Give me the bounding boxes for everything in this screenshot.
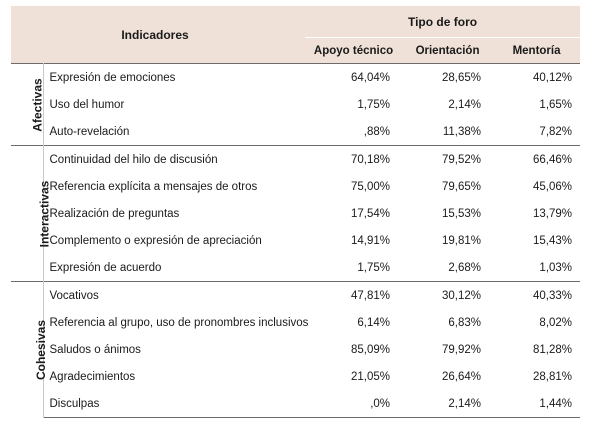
value-mentoria: 40,33% [493,281,581,309]
value-orientacion: 30,12% [402,281,494,309]
group-cohesivas: Cohesivas Vocativos 47,81% 30,12% 40,33%… [11,281,581,418]
indicator-label: Disculpas [43,390,306,418]
forum-indicators-table: Indicadores Tipo de foro Apoyo técnico O… [11,6,581,418]
value-apoyo-tecnico: 6,14% [357,316,391,329]
table-row: Expresión de acuerdo 1,75% 2,68% 1,03% [11,254,580,282]
table-row: Disculpas ,0% 2,14% 1,44% [11,390,581,418]
indicator-label: Saludos o ánimos [49,343,141,356]
value-orientacion: 26,64% [442,370,482,383]
value-apoyo-tecnico: 14,91% [351,234,391,247]
table-row: Uso del humor 1,75% 2,14% 1,65% [11,91,580,118]
value-orientacion: 79,92% [442,343,482,356]
value-mentoria: 8,02% [539,316,573,329]
table-header: Indicadores Tipo de foro Apoyo técnico O… [11,6,581,64]
value-orientacion: 19,81% [442,234,482,247]
value-mentoria: 1,65% [539,98,573,111]
indicator-label: Referencia explícita a mensajes de otros [49,180,258,193]
indicator-label: Continuidad del hilo de discusión [43,145,306,173]
indicator-label: Realización de preguntas [49,207,180,220]
value-apoyo-tecnico: ,0% [305,390,403,418]
value-mentoria: 1,03% [539,261,573,274]
indicator-label: Agradecimientos [49,370,136,383]
value-orientacion: 28,65% [402,63,494,91]
indicator-label: Expresión de acuerdo [49,261,162,274]
value-apoyo-tecnico: 1,75% [357,98,391,111]
indicator-label: Vocativos [43,281,306,309]
value-mentoria: 13,79% [533,207,573,220]
value-orientacion: 79,65% [442,180,482,193]
indicator-label: Uso del humor [49,98,125,111]
value-orientacion: 2,14% [402,390,494,418]
value-orientacion: 11,38% [442,125,482,138]
group-label: Afectivas [30,77,45,132]
table-row: Realización de preguntas 17,54% 15,53% 1… [11,200,580,227]
value-mentoria: 40,12% [493,63,581,91]
group-label: Interactivas [37,180,52,247]
table-row: Referencia explícita a mensajes de otros… [11,173,580,200]
value-apoyo-tecnico: 75,00% [351,180,391,193]
table-row: Afectivas Expresión de emociones 64,04% … [11,63,581,146]
indicator-label: Expresión de emociones [43,63,306,91]
header-forum-type: Tipo de foro [305,6,581,38]
value-orientacion: 2,68% [448,261,482,274]
table-row: Saludos o ánimos 85,09% 79,92% 81,28% [11,336,580,363]
value-apoyo-tecnico: 70,18% [305,145,403,173]
group-label-cell: Cohesivas [11,281,48,418]
header-col-orientacion: Orientación [402,37,494,64]
table-row: Cohesivas Vocativos 47,81% 30,12% 40,33% [11,281,581,418]
table-row: Interactivas Continuidad del hilo de dis… [11,145,581,282]
value-mentoria: 81,28% [533,343,573,356]
value-apoyo-tecnico: 64,04% [305,63,403,91]
header-col-apoyo-tecnico: Apoyo técnico [305,37,403,64]
indicator-label: Auto-revelación [49,125,130,138]
value-apoyo-tecnico: 1,75% [357,261,391,274]
group-interactivas: Interactivas Continuidad del hilo de dis… [11,145,581,282]
value-mentoria: 28,81% [533,370,573,383]
value-apoyo-tecnico: 47,81% [305,281,403,309]
value-mentoria: 66,46% [493,145,581,173]
table-row: Auto-revelación ,88% 11,38% 7,82% [11,118,580,146]
value-mentoria: 15,43% [533,234,573,247]
header-col-mentoria: Mentoría [493,37,581,64]
header-indicators: Indicadores [11,6,306,64]
value-mentoria: 1,44% [493,390,581,418]
value-apoyo-tecnico: 21,05% [351,370,391,383]
table-row: Referencia al grupo, uso de pronombres i… [11,309,580,336]
table-row: Complemento o expresión de apreciación 1… [11,227,580,254]
value-orientacion: 15,53% [442,207,482,220]
value-orientacion: 6,83% [448,316,482,329]
value-apoyo-tecnico: 17,54% [351,207,391,220]
value-mentoria: 45,06% [533,180,573,193]
value-orientacion: 79,52% [402,145,494,173]
table-row: Agradecimientos 21,05% 26,64% 28,81% [11,363,580,390]
group-label-cell: Afectivas [11,63,45,146]
group-label: Cohesivas [34,319,49,380]
value-mentoria: 7,82% [539,125,573,138]
value-apoyo-tecnico: ,88% [363,125,391,138]
value-orientacion: 2,14% [448,98,482,111]
group-afectivas: Afectivas Expresión de emociones 64,04% … [11,63,581,146]
indicator-label: Referencia al grupo, uso de pronombres i… [49,316,309,329]
indicator-label: Complemento o expresión de apreciación [49,234,262,247]
value-apoyo-tecnico: 85,09% [351,343,391,356]
group-label-cell: Interactivas [11,145,51,282]
